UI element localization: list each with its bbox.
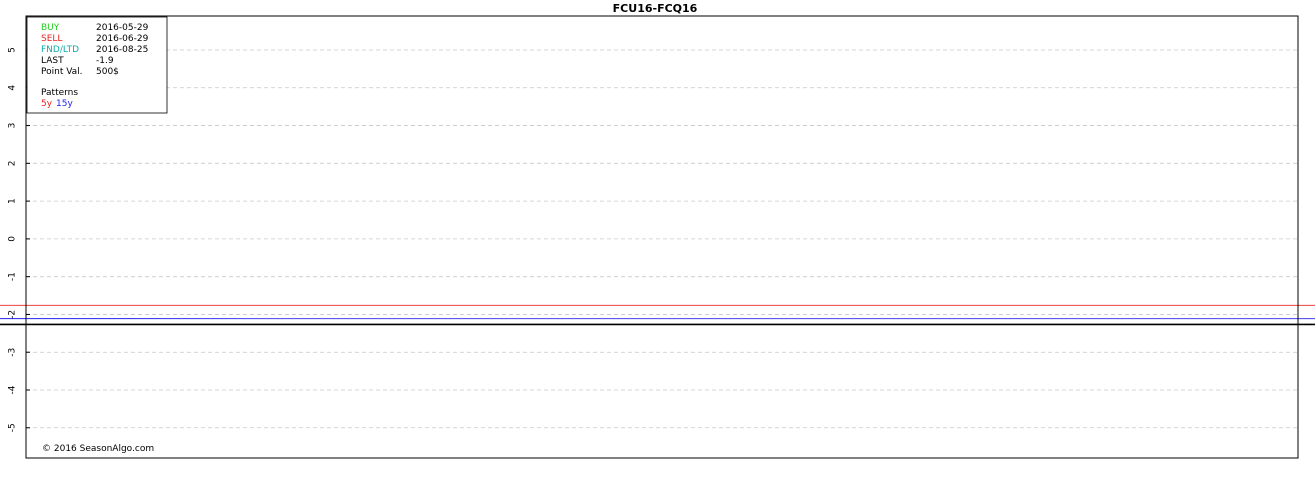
plot-frame [25,15,1299,459]
y-tick-label: -2 [8,310,18,319]
y-tick-label: 1 [8,198,18,204]
y-tick-label: -1 [8,272,18,281]
info-box: BUY 2016-05-29 SELL 2016-06-29 FND/LTD 2… [26,16,168,114]
y-tick-label: 0 [8,236,18,242]
copyright-text: © 2016 SeasonAlgo.com [42,444,154,454]
info-buy-value: 2016-05-29 [96,23,149,33]
pattern-5y-label: 5y [41,99,53,109]
grid [26,49,1298,429]
y-tick-label: 2 [8,160,18,166]
y-tick-label: -4 [8,385,18,394]
y-tick-label: -3 [8,348,18,357]
chart-title: FCU16-FCQ16 [613,2,698,15]
info-last-value: -1.9 [96,56,114,66]
info-sell-label: SELL [41,34,62,44]
info-buy-label: BUY [41,23,60,33]
info-pointval-value: 500$ [96,67,119,77]
info-fnd-label: FND/LTD [41,45,79,55]
info-box-frame [26,16,168,114]
y-tick-label: 3 [8,123,18,129]
y-tick-label: 4 [8,85,18,91]
y-tick-label: 5 [8,47,18,53]
pattern-15y-label: 15y [56,99,73,109]
info-last-label: LAST [41,56,64,66]
info-sell-value: 2016-06-29 [96,34,149,44]
y-tick-label: -5 [8,423,18,432]
patterns-label: Patterns [41,88,78,98]
info-pointval-label: Point Val. [41,67,83,77]
info-fnd-value: 2016-08-25 [96,45,148,55]
